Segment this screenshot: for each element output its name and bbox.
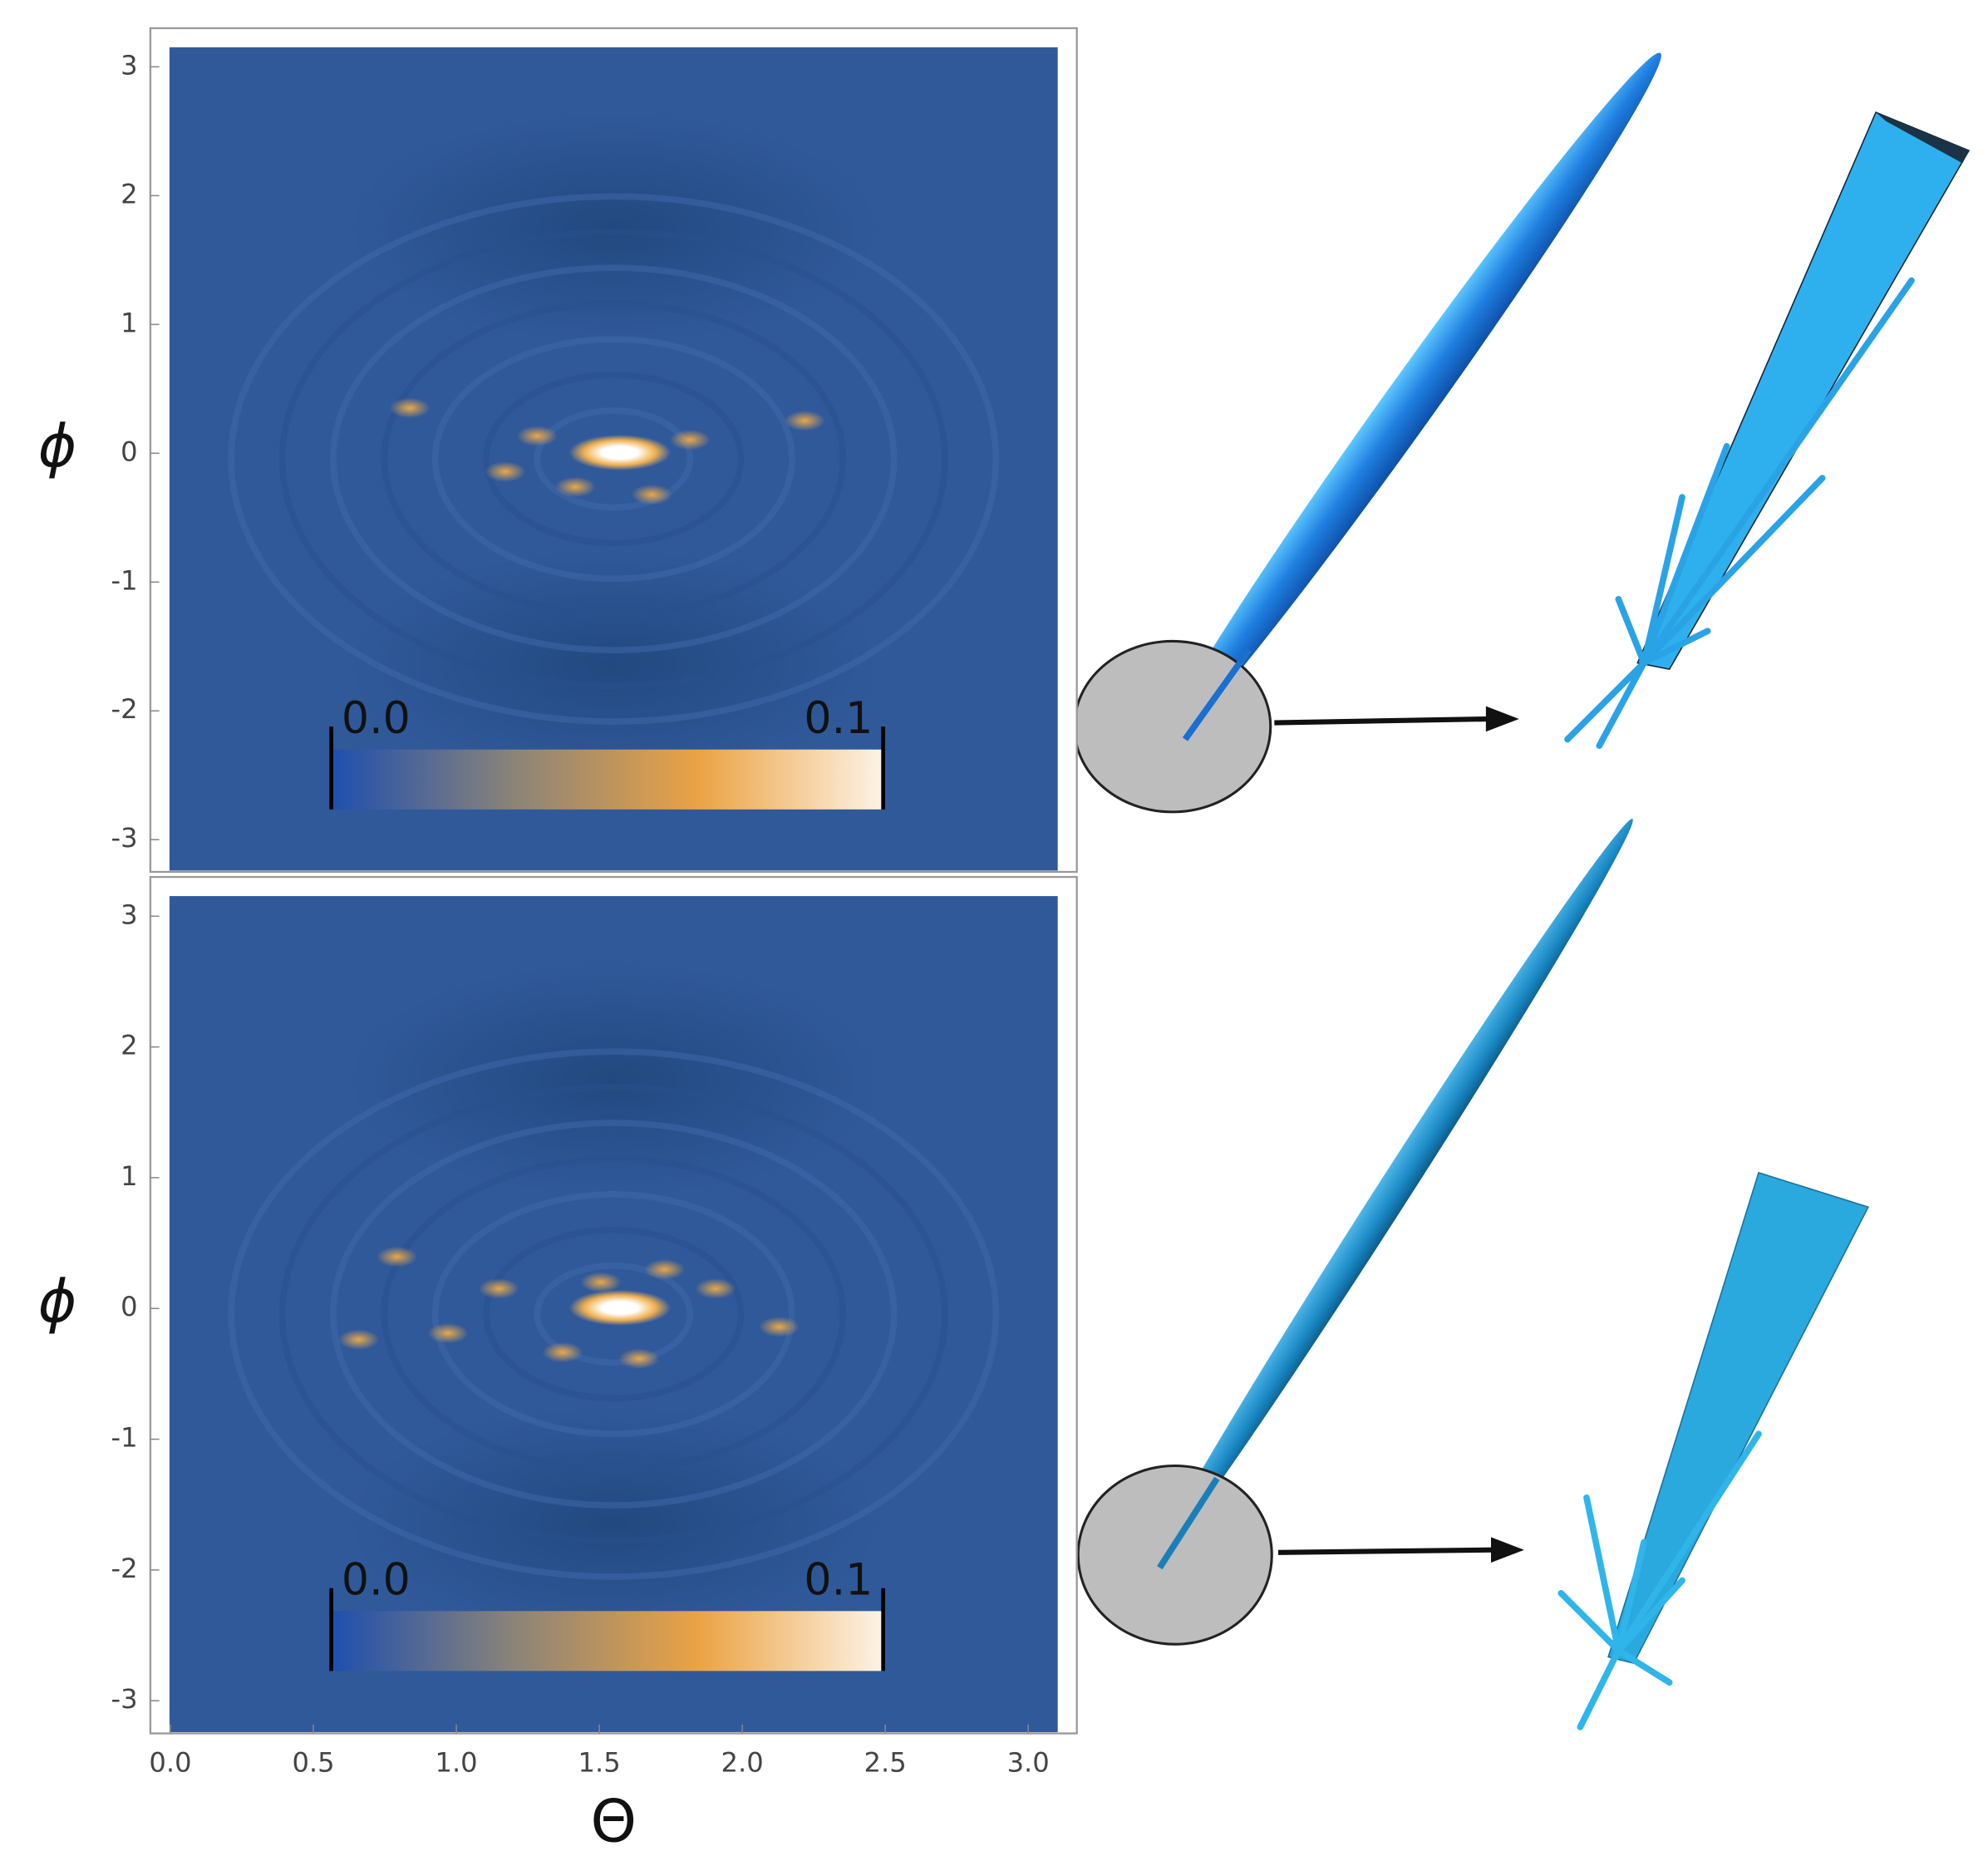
hot-spot — [695, 1278, 736, 1299]
x-axis-label: Θ — [591, 1787, 637, 1855]
cone — [1636, 111, 1971, 671]
y-tick-label: 1 — [121, 1160, 137, 1192]
y-tick-label: 3 — [121, 898, 137, 930]
ripple — [330, 264, 898, 653]
hot-spot — [759, 1317, 800, 1337]
hot-spot — [338, 1329, 380, 1350]
colorbar — [331, 749, 883, 810]
hot-spot — [427, 1322, 469, 1344]
render-top — [1073, 52, 1971, 814]
dark-region — [347, 1406, 880, 1641]
hot-spot — [669, 429, 711, 450]
hot-spot — [631, 484, 672, 505]
ripple — [483, 1227, 745, 1402]
arrow-head — [1485, 706, 1519, 732]
x-tick-label: 1.5 — [578, 1746, 620, 1778]
hot-spot — [644, 1259, 686, 1280]
ripple — [534, 1262, 694, 1366]
dark-region — [347, 113, 880, 344]
ripple — [278, 1084, 948, 1544]
hot-spot — [376, 1246, 418, 1268]
ripple — [483, 372, 745, 547]
x-tick-label: 2.0 — [721, 1746, 764, 1778]
x-tick-label: 3.0 — [1007, 1746, 1050, 1778]
hot-spot — [478, 1278, 519, 1299]
spikes — [1557, 1430, 1762, 1731]
x-tick-label: 0.0 — [149, 1746, 191, 1778]
arrow — [1277, 1547, 1494, 1555]
spikes — [1564, 277, 1915, 750]
x-tick-label: 0.5 — [292, 1746, 334, 1778]
peak — [568, 435, 672, 470]
hot-spot — [580, 1272, 622, 1292]
beam-lobe — [1154, 52, 1661, 759]
hot-spot — [784, 410, 825, 431]
y-tick-label: 2 — [121, 178, 137, 209]
cone-rim — [1876, 112, 1969, 164]
x-tick-label: 1.0 — [435, 1746, 477, 1778]
colorbar-tick-label: 0.1 — [804, 694, 873, 744]
hot-spot — [485, 461, 526, 482]
ripple — [381, 300, 847, 618]
y-axis-label: ϕ — [38, 412, 77, 480]
hot-spot — [618, 1348, 660, 1369]
colorbar — [331, 1611, 883, 1671]
ripple — [381, 1155, 847, 1473]
y-tick-label: -1 — [111, 1422, 138, 1454]
hot-spot — [554, 476, 596, 498]
y-tick-label: 2 — [121, 1030, 137, 1061]
beam-tip — [1182, 647, 1252, 741]
x-tick-label: 2.5 — [864, 1746, 907, 1778]
y-tick-label: -2 — [111, 693, 138, 725]
ripple — [278, 229, 948, 689]
y-tick-label: 1 — [121, 307, 137, 338]
zoom-circle — [1073, 639, 1272, 814]
heatmap-panel: -3 -2 -1 0 1 2 3 0.0 0.1 — [111, 27, 1078, 874]
arrow — [1274, 716, 1492, 726]
y-axis-label: ϕ — [38, 1268, 77, 1336]
dark-region — [347, 549, 880, 780]
y-tick-label: 0 — [121, 1291, 137, 1322]
peak — [568, 1289, 672, 1326]
ripple — [431, 1191, 795, 1437]
ripple — [228, 1048, 1000, 1580]
y-tick-label: -1 — [111, 564, 138, 596]
beam-lobe — [1149, 819, 1633, 1570]
colorbar-tick-label: 0.0 — [342, 1556, 411, 1606]
ripple — [330, 1120, 898, 1509]
render-bottom — [1076, 819, 1869, 1731]
ripple — [431, 336, 795, 583]
beam-tip — [1157, 1476, 1220, 1570]
dark-region — [347, 963, 880, 1198]
ripple — [534, 407, 694, 511]
hot-spot — [389, 397, 431, 419]
arrow-head — [1491, 1537, 1524, 1563]
colorbar-tick-label: 0.1 — [804, 1556, 873, 1606]
y-tick-label: 0 — [121, 436, 137, 467]
y-tick-label: -2 — [111, 1553, 138, 1584]
hot-spot — [516, 426, 558, 446]
y-tick-label: -3 — [111, 1683, 138, 1715]
ripple — [228, 193, 1000, 725]
heatmap-panel: -3 -2 -1 0 1 2 3 0.0 0.5 1.0 1.5 2.0 2.5 3.0 0.0 0.1 — [111, 875, 1078, 1778]
y-tick-label: -3 — [111, 822, 138, 854]
colorbar-tick-label: 0.0 — [342, 694, 411, 744]
y-tick-label: 3 — [121, 49, 137, 81]
zoom-circle — [1076, 1464, 1273, 1646]
hot-spot — [542, 1342, 583, 1363]
cone — [1607, 1171, 1869, 1665]
